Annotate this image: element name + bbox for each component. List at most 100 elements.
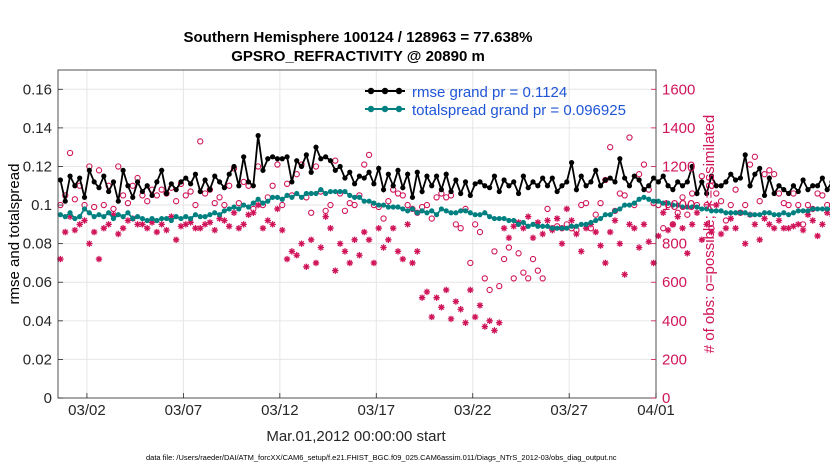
y-tick-label-left: 0.1 bbox=[31, 197, 52, 214]
obs-assimilated-point bbox=[341, 248, 349, 255]
rmse-point bbox=[554, 188, 560, 195]
obs-assimilated-point bbox=[809, 217, 816, 224]
obs-assimilated-point bbox=[90, 228, 98, 236]
rmse-point bbox=[515, 190, 522, 197]
y-tick-label-left: 0 bbox=[44, 390, 52, 407]
totalspread-point bbox=[424, 210, 430, 216]
rmse-point bbox=[694, 190, 700, 197]
obs-assimilated-point bbox=[230, 209, 238, 216]
totalspread-point bbox=[525, 223, 531, 229]
rmse-point bbox=[130, 194, 136, 200]
obs-assimilated-point bbox=[250, 209, 257, 216]
y-tick-label-right: 600 bbox=[662, 274, 687, 291]
rmse-point bbox=[429, 183, 435, 189]
rmse-point bbox=[593, 167, 599, 173]
obs-possible-point bbox=[756, 198, 763, 205]
rmse-point bbox=[650, 175, 657, 181]
obs-assimilated-point bbox=[385, 236, 392, 243]
totalspread-point bbox=[453, 210, 459, 216]
obs-possible-point bbox=[452, 221, 460, 228]
totalspread-point bbox=[284, 192, 290, 199]
obs-assimilated-point bbox=[606, 228, 614, 236]
rmse-point bbox=[284, 154, 290, 160]
rmse-point bbox=[323, 154, 329, 160]
rmse-point bbox=[173, 187, 179, 193]
totalspread-point bbox=[245, 204, 252, 210]
rmse-point bbox=[168, 181, 174, 187]
obs-assimilated-point bbox=[187, 219, 194, 226]
obs-assimilated-point bbox=[404, 221, 411, 228]
obs-possible-point bbox=[529, 255, 537, 263]
obs-assimilated-point bbox=[254, 201, 262, 209]
obs-possible-point bbox=[785, 201, 792, 209]
obs-assimilated-point bbox=[303, 263, 310, 270]
rmse-point bbox=[409, 194, 416, 200]
obs-possible-point bbox=[761, 171, 768, 178]
rmse-point bbox=[245, 179, 252, 185]
totalspread-point bbox=[824, 206, 830, 212]
totalspread-point bbox=[626, 202, 633, 208]
rmse-point bbox=[159, 167, 165, 173]
obs-assimilated-point bbox=[539, 230, 546, 238]
totalspread-point bbox=[467, 210, 473, 216]
obs-possible-point bbox=[746, 161, 754, 168]
obs-assimilated-point bbox=[799, 226, 807, 234]
y-axis-label-left: rmse and totalspread bbox=[6, 164, 23, 305]
totalspread-point bbox=[318, 187, 324, 193]
totalspread-point bbox=[77, 214, 83, 220]
obs-assimilated-point bbox=[438, 304, 445, 311]
rmse-point bbox=[72, 183, 78, 189]
plot-area bbox=[58, 70, 656, 398]
rmse-point bbox=[573, 187, 580, 193]
rmse-point bbox=[819, 175, 825, 181]
obs-assimilated-point bbox=[544, 217, 551, 224]
obs-possible-point bbox=[491, 248, 498, 255]
totalspread-point bbox=[564, 225, 570, 231]
obs-assimilated-point bbox=[206, 219, 214, 226]
totalspread-point bbox=[506, 217, 512, 224]
obs-assimilated-point bbox=[525, 213, 532, 220]
totalspread-point bbox=[491, 215, 498, 222]
obs-assimilated-point bbox=[616, 240, 624, 247]
totalspread-point bbox=[800, 208, 806, 214]
obs-assimilated-point bbox=[814, 232, 821, 240]
y-axis-label-right: # of obs: o=possible; ∗=assimilated bbox=[701, 115, 718, 354]
legend-rmse-label: rmse grand pr = 0.1124 bbox=[412, 84, 567, 101]
rmse-point bbox=[400, 185, 406, 191]
obs-possible-point bbox=[732, 186, 739, 193]
obs-assimilated-point bbox=[824, 209, 830, 216]
totalspread-point bbox=[810, 206, 816, 212]
totalspread-point bbox=[110, 215, 117, 222]
rmse-point bbox=[202, 177, 208, 183]
totalspread-point bbox=[361, 198, 367, 204]
rmse-point bbox=[255, 133, 261, 139]
rmse-point bbox=[433, 173, 440, 179]
obs-assimilated-point bbox=[713, 201, 720, 209]
obs-assimilated-point bbox=[105, 221, 112, 228]
rmse-point bbox=[250, 183, 256, 189]
totalspread-point bbox=[313, 190, 319, 197]
rmse-point bbox=[786, 190, 792, 197]
rmse-point bbox=[713, 183, 719, 189]
obs-possible-point bbox=[457, 225, 464, 232]
totalspread-point bbox=[496, 215, 502, 222]
rmse-point bbox=[351, 181, 358, 187]
totalspread-point bbox=[689, 204, 695, 210]
y-tick-label-right: 0 bbox=[662, 390, 670, 407]
totalspread-point bbox=[742, 210, 748, 216]
obs-possible-point bbox=[819, 192, 826, 199]
y-tick-label-right: 1600 bbox=[662, 81, 695, 98]
totalspread-point bbox=[376, 202, 382, 208]
totalspread-point bbox=[385, 204, 391, 210]
rmse-point bbox=[212, 173, 218, 179]
obs-assimilated-point bbox=[558, 240, 566, 247]
obs-possible-point bbox=[361, 161, 368, 168]
totalspread-point bbox=[515, 221, 522, 227]
obs-assimilated-point bbox=[346, 259, 353, 267]
rmse-point bbox=[395, 167, 401, 173]
rmse-point bbox=[491, 173, 498, 179]
obs-possible-point bbox=[428, 215, 435, 222]
totalspread-point bbox=[675, 202, 681, 208]
totalspread-point bbox=[747, 212, 753, 218]
totalspread-point bbox=[226, 206, 232, 212]
